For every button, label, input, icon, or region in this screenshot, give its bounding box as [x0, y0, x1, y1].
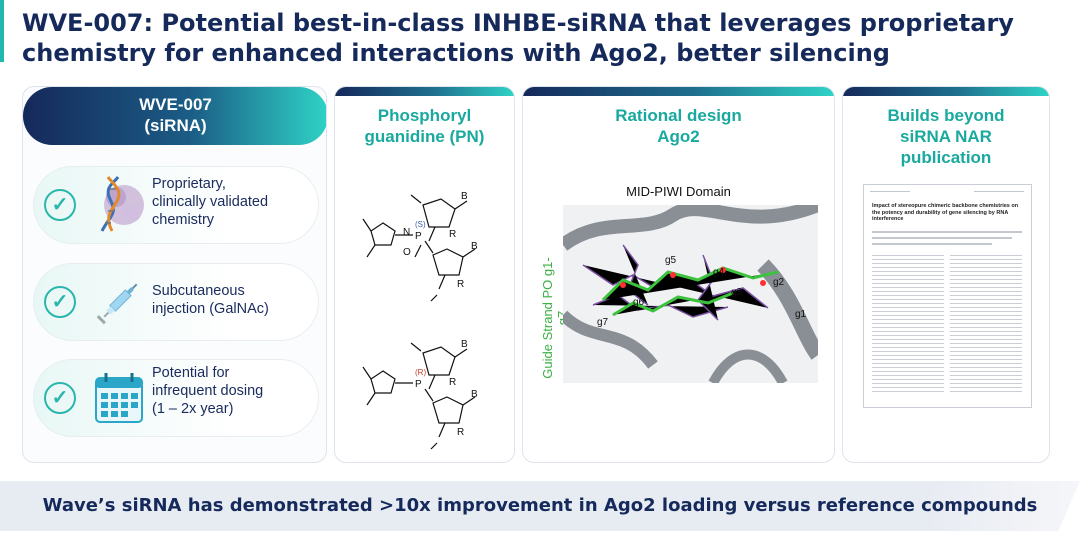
base-label: B	[471, 241, 478, 252]
base-label: B	[461, 191, 468, 202]
panel-top-bar	[335, 87, 514, 96]
feature-line: infrequent dosing	[152, 383, 264, 399]
substituent-label: R	[457, 279, 464, 290]
panel-phosphoryl-guanidine: Phosphoryl guanidine (PN)	[334, 86, 515, 463]
syringe-icon	[96, 283, 138, 325]
feature-line: chemistry	[152, 212, 215, 228]
paper-line	[872, 237, 1012, 239]
dna-protein-icon	[100, 176, 144, 232]
panel-header: Phosphoryl guanidine (PN)	[335, 105, 514, 147]
position-label: g6	[633, 297, 645, 308]
title-accent-bar	[0, 0, 4, 62]
check-icon: ✓	[44, 382, 76, 414]
panel-top-bar	[523, 87, 834, 96]
feature-text: Proprietary, clinically validated chemis…	[152, 175, 314, 229]
paper-line	[872, 231, 1022, 233]
position-label: g5	[665, 255, 677, 266]
paper-line	[974, 191, 1024, 192]
panel-wve-007: WVE-007 (siRNA) ✓ Proprietary, clinicall…	[22, 86, 327, 463]
feature-text: Subcutaneous injection (GalNAc)	[152, 282, 314, 318]
header-line-3: publication	[900, 148, 992, 167]
footer-text: Wave’s siRNA has demonstrated >10x impro…	[42, 495, 1038, 516]
feature-injection: ✓ Subcutaneous injection (GalNAc)	[33, 263, 319, 341]
paper-abstract	[872, 255, 944, 395]
header-line-2: (siRNA)	[144, 116, 207, 135]
header-line-2: siRNA NAR	[900, 127, 992, 146]
header-line-1: Builds beyond	[887, 106, 1005, 125]
substituent-label: R	[457, 427, 464, 438]
protein-structure-render: g5 g4 g3 g2 g1 g6 g7	[563, 205, 818, 383]
paper-line	[870, 191, 910, 192]
header-line-1: Phosphoryl	[377, 106, 472, 125]
header-line-2: guanidine (PN)	[364, 127, 485, 146]
feature-line: Proprietary,	[152, 176, 226, 192]
feature-dosing: ✓ Potential for infrequent dosing (1 – 2…	[33, 359, 319, 437]
paper-title: Impact of stereopure chimeric backbone c…	[872, 203, 1019, 222]
paper-body	[950, 255, 1022, 395]
header-line-2: Ago2	[657, 127, 700, 146]
footer-banner: Wave’s siRNA has demonstrated >10x impro…	[0, 481, 1080, 531]
ago2-structure-image: g5 g4 g3 g2 g1 g6 g7	[563, 205, 818, 383]
stereo-r-label: (R)	[415, 368, 426, 377]
position-label: g2	[773, 277, 785, 288]
panel-rational-design: Rational design Ago2 MID-PIWI Domain Gui…	[522, 86, 835, 463]
check-icon: ✓	[44, 286, 76, 318]
feature-chemistry: ✓ Proprietary, clinically validated chem…	[33, 166, 319, 244]
feature-line: injection (GalNAc)	[152, 301, 269, 317]
position-label: g4	[713, 267, 725, 278]
position-label: g7	[597, 317, 609, 328]
panel-builds-beyond: Builds beyond siRNA NAR publication Impa…	[842, 86, 1050, 463]
oxygen-label: O	[403, 247, 411, 258]
feature-line: (1 – 2x year)	[152, 401, 234, 417]
wve-007-header: WVE-007 (siRNA)	[23, 87, 326, 145]
base-label: B	[461, 339, 468, 350]
header-line-1: WVE-007	[139, 95, 212, 114]
check-icon: ✓	[44, 189, 76, 221]
substituent-label: R	[449, 377, 456, 388]
header-line-1: Rational design	[615, 106, 742, 125]
panel-header: Rational design Ago2	[523, 105, 834, 147]
slide-title: WVE-007: Potential best-in-class INHBE-s…	[22, 9, 1014, 67]
feature-line: clinically validated	[152, 194, 269, 210]
phosphorus-label: P	[415, 231, 422, 242]
substituent-label: R	[449, 229, 456, 240]
feature-line: Potential for	[152, 365, 230, 381]
nitrogen-label: N	[403, 227, 410, 238]
paper-line	[872, 243, 992, 245]
panel-top-bar	[843, 87, 1049, 96]
panel-header: Builds beyond siRNA NAR publication	[843, 105, 1049, 168]
nar-publication-thumbnail: Impact of stereopure chimeric backbone c…	[863, 184, 1032, 408]
position-label: g3	[731, 287, 743, 298]
mid-piwi-domain-label: MID-PIWI Domain	[626, 184, 731, 199]
feature-line: Subcutaneous	[152, 283, 245, 299]
position-label: g1	[795, 309, 807, 320]
stereo-s-label: (S)	[415, 220, 426, 229]
pn-chemical-structure: B R P N O B R B R P B R (S) (R)	[362, 191, 478, 450]
base-label: B	[471, 389, 478, 400]
phosphorus-label: P	[415, 379, 422, 390]
calendar-icon	[95, 373, 143, 423]
feature-text: Potential for infrequent dosing (1 – 2x …	[152, 364, 314, 418]
